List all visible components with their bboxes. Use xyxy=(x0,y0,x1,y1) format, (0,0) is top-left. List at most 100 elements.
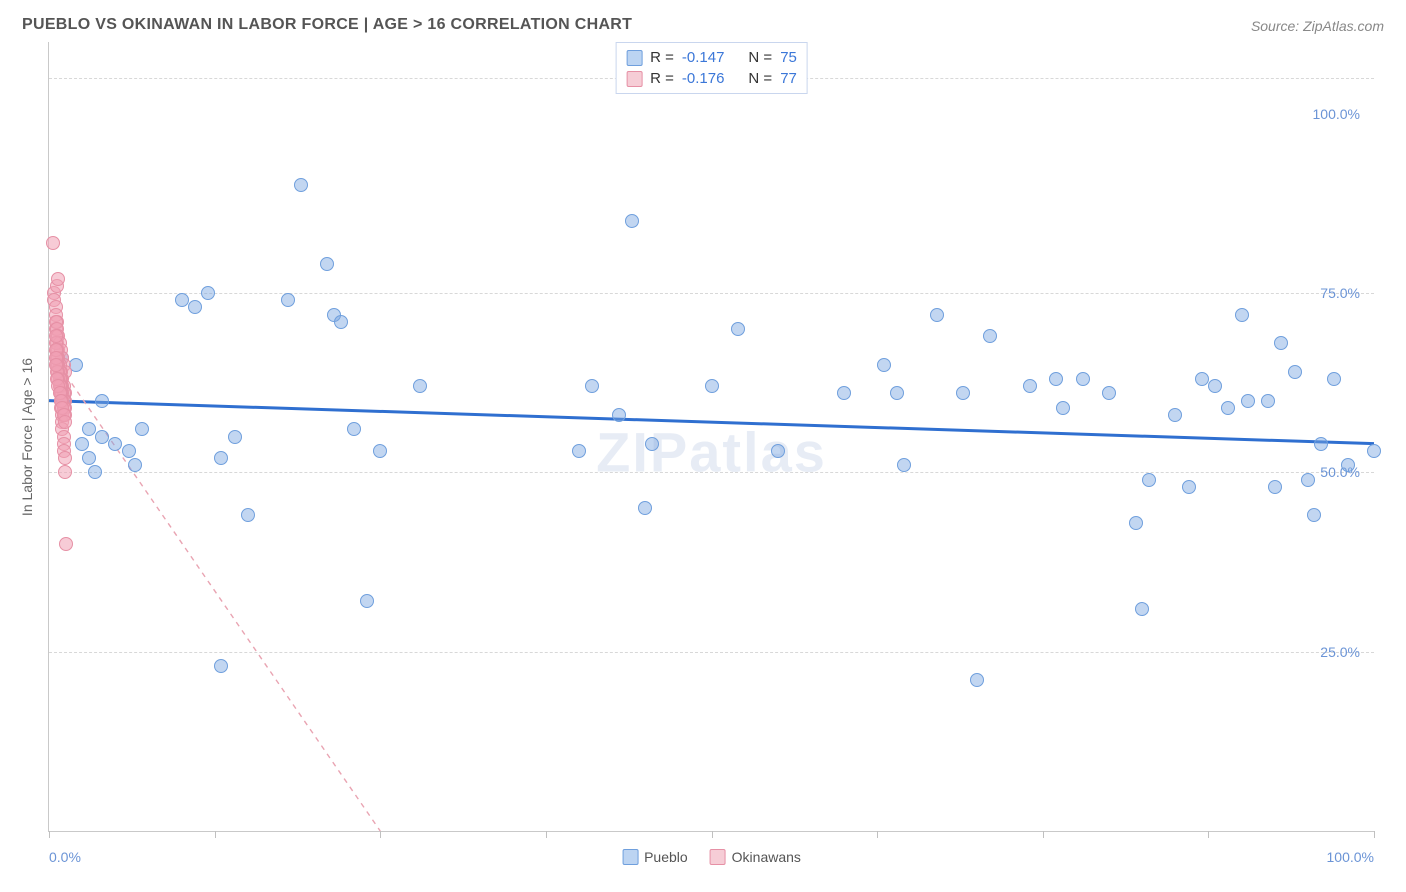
data-point xyxy=(135,422,149,436)
legend-label: Pueblo xyxy=(644,849,688,865)
x-tick xyxy=(1374,831,1375,838)
data-point xyxy=(1341,458,1355,472)
legend-swatch xyxy=(622,849,638,865)
chart-title: PUEBLO VS OKINAWAN IN LABOR FORCE | AGE … xyxy=(22,16,632,34)
data-point xyxy=(1314,437,1328,451)
data-point xyxy=(88,465,102,479)
data-point xyxy=(214,659,228,673)
data-point xyxy=(334,315,348,329)
x-axis-label: 0.0% xyxy=(49,849,81,865)
legend-item: Okinawans xyxy=(710,849,801,865)
data-point xyxy=(771,444,785,458)
data-point xyxy=(175,293,189,307)
data-point xyxy=(1142,473,1156,487)
legend-n-label: N = xyxy=(748,49,772,66)
data-point xyxy=(731,322,745,336)
data-point xyxy=(897,458,911,472)
data-point xyxy=(188,300,202,314)
data-point xyxy=(970,673,984,687)
y-axis-label: In Labor Force | Age > 16 xyxy=(19,357,35,515)
data-point xyxy=(1261,394,1275,408)
trend-lines xyxy=(49,42,1374,831)
legend-row: R =-0.176N =77 xyxy=(626,68,797,89)
series-legend: Pueblo Okinawans xyxy=(622,849,801,865)
x-tick xyxy=(712,831,713,838)
plot-area: In Labor Force | Age > 16 ZIPatlas R =-0… xyxy=(48,42,1374,832)
data-point xyxy=(1241,394,1255,408)
x-tick xyxy=(1043,831,1044,838)
x-tick xyxy=(380,831,381,838)
data-point xyxy=(572,444,586,458)
data-point xyxy=(214,451,228,465)
trend-line xyxy=(49,350,380,831)
data-point xyxy=(413,379,427,393)
legend-row: R = -0.147 N = 75 xyxy=(626,47,797,68)
data-point xyxy=(1023,379,1037,393)
data-point xyxy=(1235,308,1249,322)
data-point xyxy=(49,329,63,343)
data-point xyxy=(1182,480,1196,494)
data-point xyxy=(1168,408,1182,422)
x-axis-label: 100.0% xyxy=(1327,849,1374,865)
data-point xyxy=(1076,372,1090,386)
data-point xyxy=(1268,480,1282,494)
data-point xyxy=(1135,602,1149,616)
data-point xyxy=(95,430,109,444)
legend-r-value: -0.176 xyxy=(682,70,725,87)
source-attribution: Source: ZipAtlas.com xyxy=(1251,18,1384,34)
data-point xyxy=(58,465,72,479)
data-point xyxy=(360,594,374,608)
data-point xyxy=(347,422,361,436)
data-point xyxy=(281,293,295,307)
legend-r-label: R = xyxy=(650,70,674,87)
data-point xyxy=(1049,372,1063,386)
legend-r-label: R = xyxy=(650,49,674,66)
y-tick-label: 25.0% xyxy=(1320,644,1360,660)
data-point xyxy=(46,236,60,250)
legend-item: Pueblo xyxy=(622,849,688,865)
data-point xyxy=(837,386,851,400)
x-tick xyxy=(49,831,50,838)
x-tick xyxy=(877,831,878,838)
data-point xyxy=(122,444,136,458)
legend-swatch xyxy=(626,50,642,66)
data-point xyxy=(612,408,626,422)
data-point xyxy=(201,286,215,300)
data-point xyxy=(228,430,242,444)
data-point xyxy=(95,394,109,408)
data-point xyxy=(75,437,89,451)
data-point xyxy=(320,257,334,271)
data-point xyxy=(585,379,599,393)
data-point xyxy=(373,444,387,458)
data-point xyxy=(1102,386,1116,400)
data-point xyxy=(1367,444,1381,458)
x-tick xyxy=(1208,831,1209,838)
data-point xyxy=(890,386,904,400)
data-point xyxy=(82,422,96,436)
data-point xyxy=(59,537,73,551)
data-point xyxy=(1208,379,1222,393)
data-point xyxy=(82,451,96,465)
data-point xyxy=(49,358,63,372)
data-point xyxy=(1327,372,1341,386)
x-tick xyxy=(215,831,216,838)
data-point xyxy=(108,437,122,451)
data-point xyxy=(1221,401,1235,415)
legend-swatch xyxy=(626,71,642,87)
data-point xyxy=(51,272,65,286)
data-point xyxy=(294,178,308,192)
data-point xyxy=(930,308,944,322)
x-tick xyxy=(546,831,547,838)
legend-r-value: -0.147 xyxy=(682,49,725,66)
data-point xyxy=(1056,401,1070,415)
data-point xyxy=(241,508,255,522)
legend-n-value: 75 xyxy=(780,49,797,66)
data-point xyxy=(625,214,639,228)
legend-swatch xyxy=(710,849,726,865)
data-point xyxy=(705,379,719,393)
data-point xyxy=(983,329,997,343)
data-point xyxy=(1129,516,1143,530)
data-point xyxy=(58,415,72,429)
data-point xyxy=(956,386,970,400)
data-point xyxy=(877,358,891,372)
